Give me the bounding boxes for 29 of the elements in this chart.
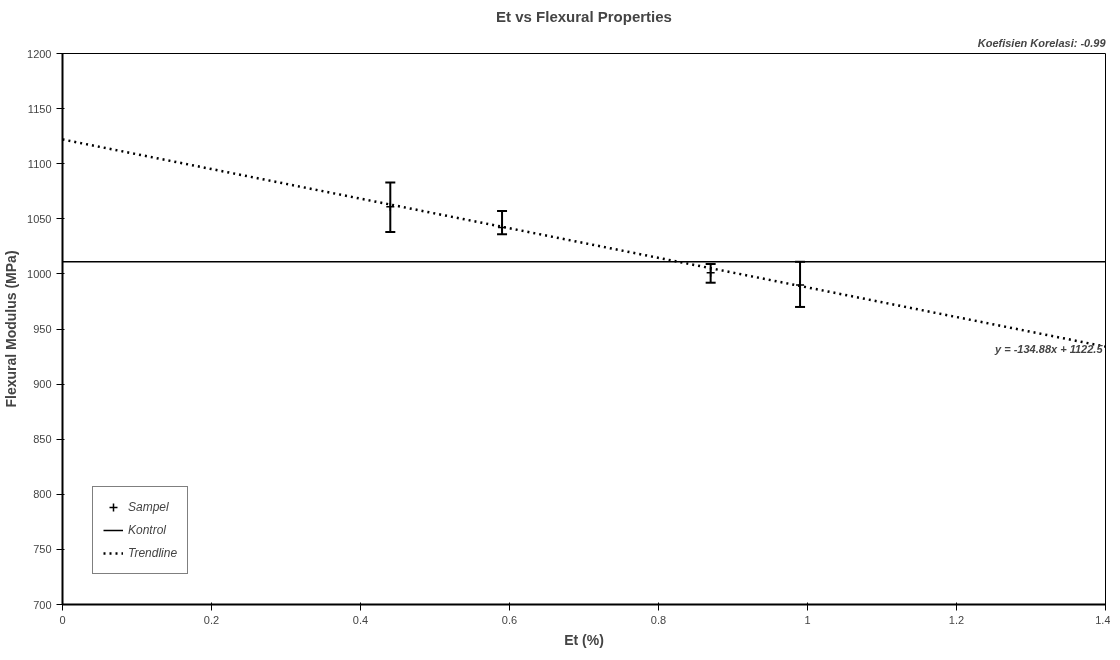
legend-label: Trendline [128,546,178,560]
y-tick-label: 1100 [27,157,52,170]
x-axis-title: Et (%) [564,631,604,648]
y-tick-label: 1050 [27,212,52,225]
y-tick-label: 750 [33,543,52,556]
legend-label: Kontrol [128,523,167,537]
point [795,280,805,290]
x-tick-label: 0 [59,613,66,626]
y-axis-title: Flexural Modulus (MPa) [3,250,20,408]
y-tick-label: 700 [33,598,52,611]
y-tick-label: 950 [33,323,52,335]
legend-label: Sampel [128,500,169,514]
y-tick-label: 900 [33,378,52,391]
x-tick-label: 1.4 [1095,613,1111,626]
x-tick-label: 0.8 [650,613,667,626]
y-tick-label: 850 [33,433,52,446]
x-tick-label: 0.4 [352,613,369,626]
y-tick-label: 1200 [27,47,52,60]
point [705,268,716,278]
annotation: y = -134.88x + 1122.5 [994,342,1104,355]
x-tick-label: 1 [804,613,811,626]
x-tick-label: 0.2 [203,613,220,626]
y-tick-label: 1150 [27,102,52,115]
x-tick-label: 0.6 [501,613,518,626]
text: Koefisien Korelasi: -0.99 [977,36,1107,49]
y-tick-label: 1000 [27,267,52,280]
x-tick-label: 1.2 [948,613,965,626]
chart-title: Et vs Flexural Properties [496,7,672,25]
y-tick-label: 800 [33,488,52,501]
